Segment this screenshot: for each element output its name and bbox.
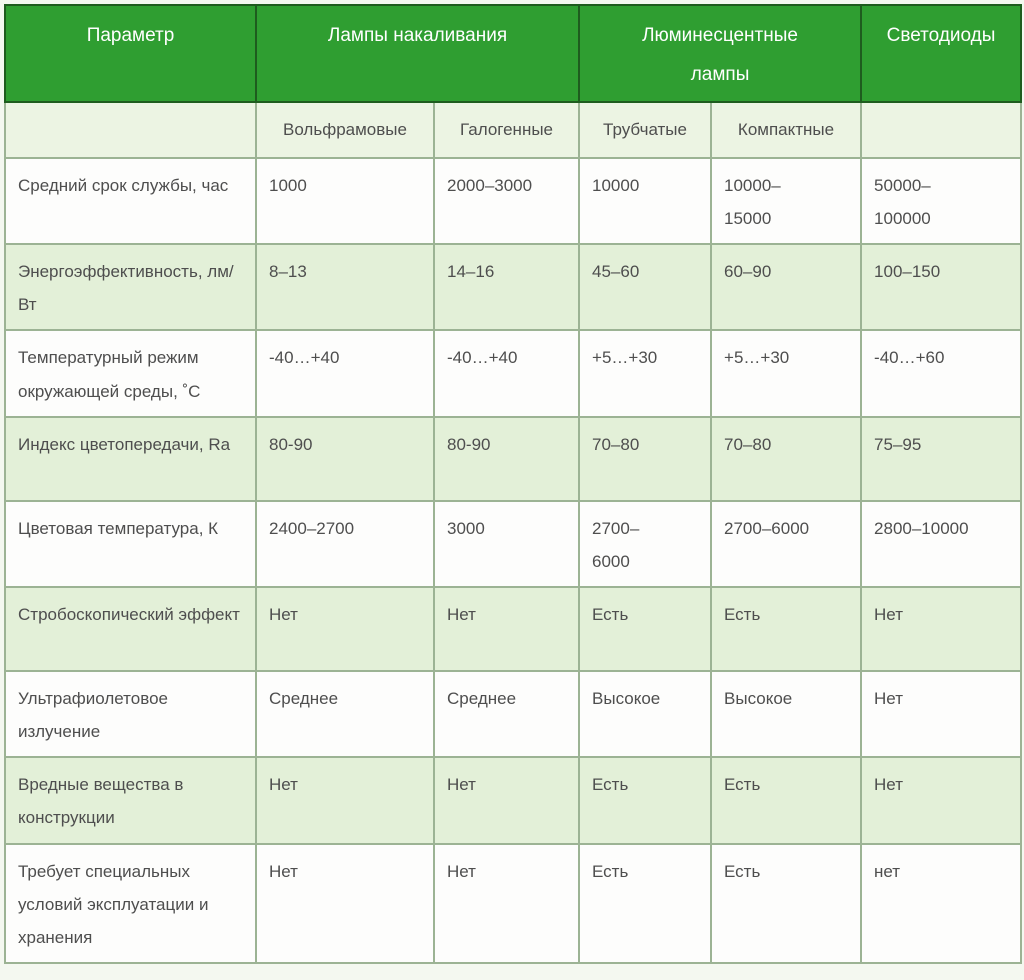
- param-cell: Температурный режим окружающей среды, ˚С: [4, 329, 257, 418]
- table-row-special-conditions: Требует специальных условий эксплуатации…: [4, 842, 1023, 964]
- value-cell: Нет: [255, 756, 435, 845]
- param-cell: Требует специальных условий эксплуатации…: [4, 842, 257, 964]
- subheader-halogen: Галогенные: [432, 100, 581, 159]
- table-row-temperature-range: Температурный режим окружающей среды, ˚С…: [4, 329, 1023, 418]
- value-cell: Нет: [432, 586, 581, 672]
- header-row: Параметр Лампы накаливания Люминесцентны…: [4, 4, 1023, 103]
- value-cell: нет: [860, 842, 1023, 964]
- value-cell: 80-90: [255, 415, 435, 502]
- header-group-fluorescent: Люминесцентные лампы: [578, 4, 863, 103]
- table-row-efficiency: Энергоэффективность, лм/Вт 8–13 14–16 45…: [4, 243, 1023, 332]
- value-cell: 50000– 100000: [860, 156, 1023, 246]
- value-cell: -40…+40: [255, 329, 435, 418]
- value-cell: Есть: [578, 842, 713, 964]
- value-cell: 8–13: [255, 243, 435, 332]
- table-row-harmful-substances: Вредные вещества в конструкции Нет Нет Е…: [4, 756, 1023, 845]
- value-cell: 10000: [578, 156, 713, 246]
- subheader-tungsten: Вольфрамовые: [255, 100, 435, 159]
- param-cell: Энергоэффективность, лм/Вт: [4, 243, 257, 332]
- table-row-uv-radiation: Ультрафиолетовое излучение Среднее Средн…: [4, 669, 1023, 759]
- param-cell: Вредные вещества в конструкции: [4, 756, 257, 845]
- table-header: Параметр Лампы накаливания Люминесцентны…: [4, 4, 1023, 159]
- value-cell: +5…+30: [578, 329, 713, 418]
- value-cell: 1000: [255, 156, 435, 246]
- param-cell: Ультрафиолетовое излучение: [4, 669, 257, 759]
- header-group-led: Светодиоды: [860, 4, 1023, 103]
- value-cell: Нет: [255, 842, 435, 964]
- param-cell: Индекс цветопередачи, Ra: [4, 415, 257, 502]
- value-cell: Высокое: [578, 669, 713, 759]
- table-row-stroboscopic-effect: Стробоскопический эффект Нет Нет Есть Ес…: [4, 586, 1023, 672]
- value-cell: Нет: [432, 842, 581, 964]
- value-cell: Есть: [578, 756, 713, 845]
- value-cell: 14–16: [432, 243, 581, 332]
- subheader-empty: [860, 100, 1023, 159]
- table-row-color-temperature: Цветовая температура, К 2400–2700 3000 2…: [4, 499, 1023, 589]
- table-row-lifespan: Средний срок службы, час 1000 2000–3000 …: [4, 156, 1023, 246]
- header-param: Параметр: [4, 4, 257, 103]
- value-cell: Нет: [860, 756, 1023, 845]
- value-cell: Среднее: [255, 669, 435, 759]
- value-cell: Среднее: [432, 669, 581, 759]
- header-group-incandescent: Лампы накаливания: [254, 4, 581, 103]
- table-row-color-rendering: Индекс цветопередачи, Ra 80-90 80-90 70–…: [4, 415, 1023, 502]
- value-cell: Есть: [578, 586, 713, 672]
- param-cell: Стробоскопический эффект: [4, 586, 257, 672]
- value-cell: 45–60: [578, 243, 713, 332]
- value-cell: 60–90: [710, 243, 863, 332]
- param-cell: Цветовая температура, К: [4, 499, 257, 589]
- value-cell: -40…+40: [432, 329, 581, 418]
- value-cell: 10000– 15000: [710, 156, 863, 246]
- value-cell: Нет: [860, 669, 1023, 759]
- value-cell: 80-90: [432, 415, 581, 502]
- value-cell: 70–80: [578, 415, 713, 502]
- value-cell: 2700–6000: [710, 499, 863, 589]
- subheader-row: Вольфрамовые Галогенные Трубчатые Компак…: [4, 100, 1023, 159]
- value-cell: 75–95: [860, 415, 1023, 502]
- value-cell: Высокое: [710, 669, 863, 759]
- value-cell: -40…+60: [860, 329, 1023, 418]
- value-cell: Нет: [432, 756, 581, 845]
- value-cell: 70–80: [710, 415, 863, 502]
- value-cell: Нет: [255, 586, 435, 672]
- value-cell: 2800–10000: [860, 499, 1023, 589]
- subheader-compact: Компактные: [710, 100, 863, 159]
- value-cell: 2000–3000: [432, 156, 581, 246]
- subheader-empty: [4, 100, 257, 159]
- value-cell: 2400–2700: [255, 499, 435, 589]
- value-cell: Нет: [860, 586, 1023, 672]
- value-cell: 3000: [432, 499, 581, 589]
- lamp-comparison-table: Параметр Лампы накаливания Люминесцентны…: [4, 4, 1023, 964]
- value-cell: +5…+30: [710, 329, 863, 418]
- table-body: Средний срок службы, час 1000 2000–3000 …: [4, 156, 1023, 964]
- value-cell: Есть: [710, 756, 863, 845]
- value-cell: Есть: [710, 842, 863, 964]
- value-cell: 100–150: [860, 243, 1023, 332]
- value-cell: Есть: [710, 586, 863, 672]
- subheader-tubular: Трубчатые: [578, 100, 713, 159]
- param-cell: Средний срок службы, час: [4, 156, 257, 246]
- value-cell: 2700– 6000: [578, 499, 713, 589]
